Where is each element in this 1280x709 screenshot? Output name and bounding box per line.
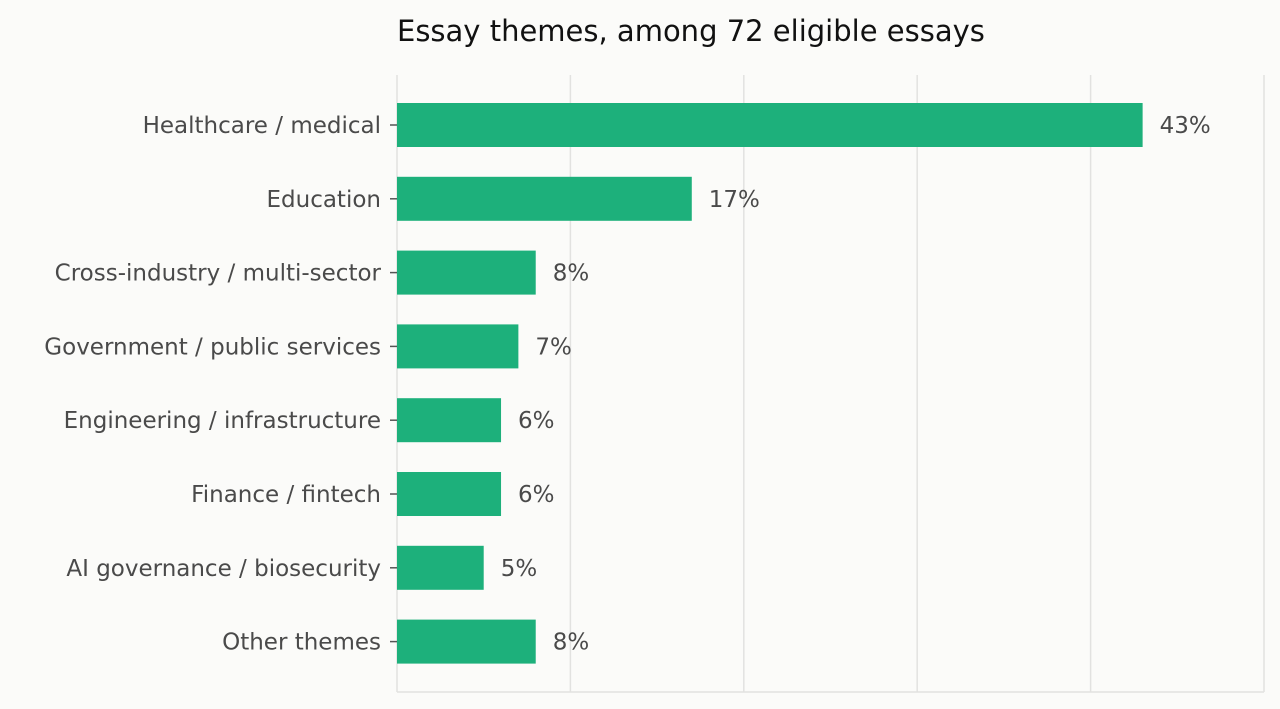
value-label-2: 8% [553,261,590,287]
value-label-3: 7% [535,334,572,360]
value-label-4: 6% [518,408,555,434]
value-label-0: 43% [1160,113,1211,139]
value-label-5: 6% [518,482,555,508]
bar-7 [397,619,536,664]
bar-1 [397,176,692,221]
category-label-1: Education [266,187,381,213]
bar-4 [397,398,502,443]
category-label-2: Cross-industry / multi-sector [55,261,382,287]
category-label-4: Engineering / infrastructure [64,408,381,434]
bar-6 [397,545,484,590]
bars [397,103,1143,664]
gridlines [396,75,1265,693]
value-label-7: 8% [553,630,590,656]
category-label-7: Other themes [222,630,381,656]
labels: Healthcare / medical 43% Education 17% Cross… [44,113,1210,656]
bar-5 [397,472,502,516]
category-label-0: Healthcare / medical [143,113,381,139]
category-label-5: Finance / fintech [191,482,381,508]
bar-3 [397,324,519,369]
bar-2 [397,250,536,295]
value-label-1: 17% [709,187,760,213]
category-label-3: Government / public services [44,334,381,360]
bar-0 [397,103,1143,147]
value-label-6: 5% [501,556,538,582]
chart-title: Essay themes, among 72 eligible essays [397,14,985,48]
category-label-6: AI governance / biosecurity [66,556,381,582]
